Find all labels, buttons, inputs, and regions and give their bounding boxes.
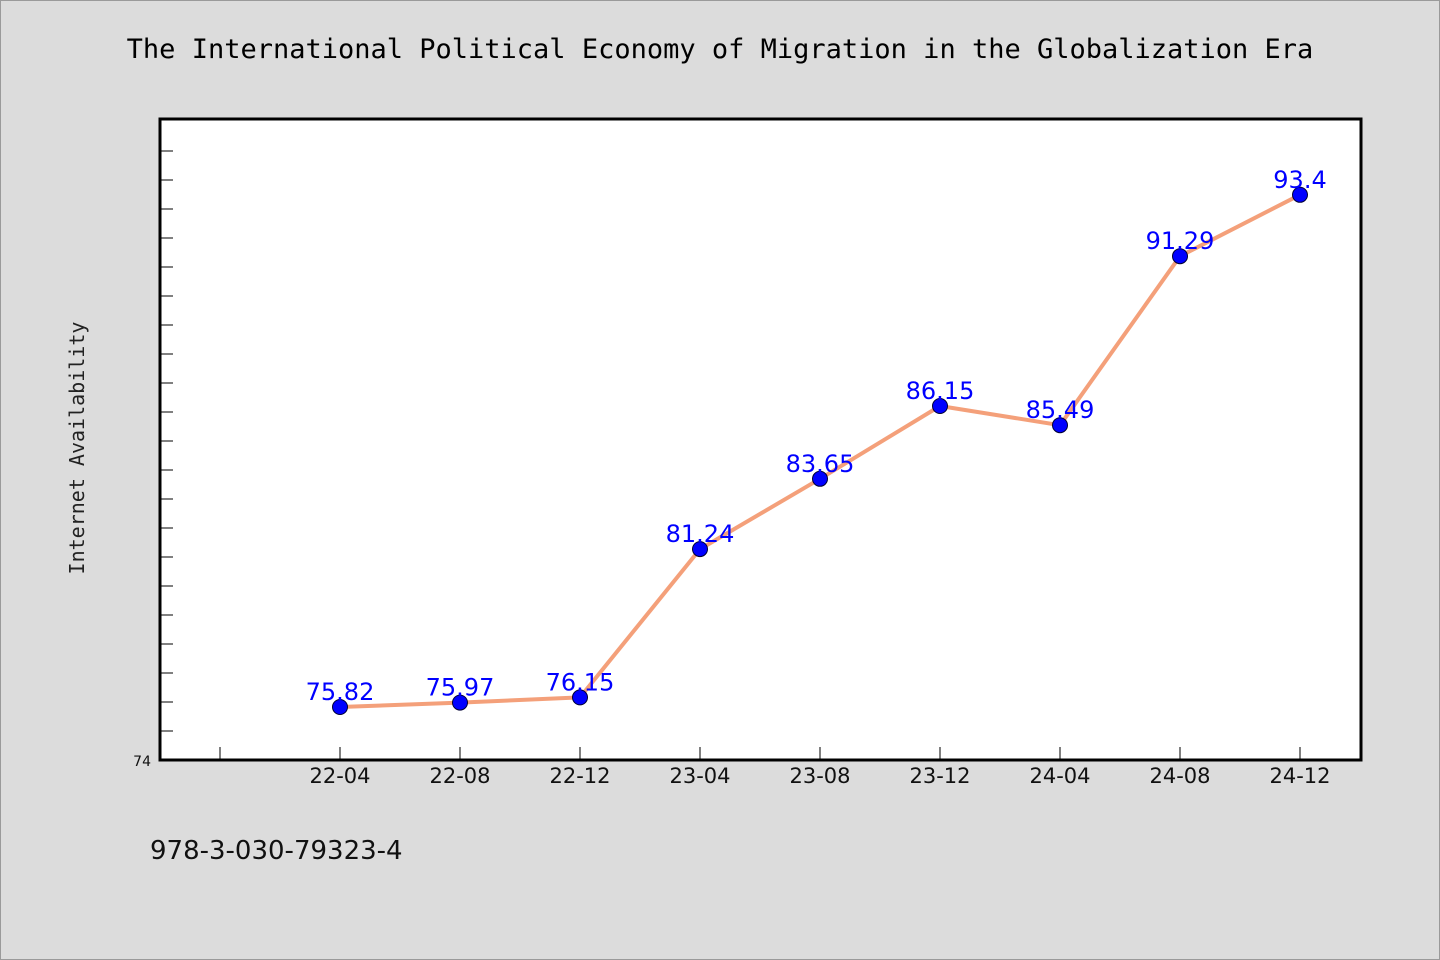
x-tick-label: 22-12 <box>549 764 610 788</box>
chart-title: The International Political Economy of M… <box>126 34 1314 65</box>
data-label: 93.4 <box>1273 166 1326 194</box>
data-labels: 75.82 75.97 76.15 81.24 83.65 86.15 85.49 91.29… <box>306 166 1327 706</box>
data-label: 86.15 <box>906 377 975 405</box>
series-markers <box>332 186 1308 715</box>
data-label: 91.29 <box>1146 227 1215 255</box>
x-tick-label: 23-04 <box>669 764 730 788</box>
x-tick-label: 22-04 <box>309 764 370 788</box>
x-tick-label: 22-08 <box>429 764 490 788</box>
data-label: 81.24 <box>666 520 735 548</box>
data-label: 76.15 <box>546 668 615 696</box>
data-point <box>812 470 828 487</box>
isbn-text: 978-3-030-79323-4 <box>150 836 403 866</box>
x-tick-label: 24-08 <box>1149 764 1210 788</box>
data-point <box>332 699 348 715</box>
data-label: 75.82 <box>306 678 375 706</box>
data-point <box>452 694 468 711</box>
x-tick-label: 24-04 <box>1029 764 1090 788</box>
x-tick-label: 23-08 <box>789 764 850 788</box>
x-tick-label: 23-12 <box>909 764 970 788</box>
plot-area <box>158 117 1363 762</box>
y-tick-label: 74 <box>133 754 151 770</box>
y-axis-ticks <box>160 150 173 761</box>
x-tick-label: 24-12 <box>1269 764 1330 788</box>
data-label: 75.97 <box>426 674 495 702</box>
data-point <box>1292 186 1308 203</box>
data-point <box>932 398 948 414</box>
data-label: 85.49 <box>1026 396 1095 424</box>
data-label: 83.65 <box>786 450 855 478</box>
x-axis-ticks: 22-04 22-08 22-12 23-04 23-08 23-12 24-04 24-08… <box>219 747 1331 788</box>
data-point <box>1172 248 1188 265</box>
data-point <box>692 541 708 558</box>
data-point <box>572 689 588 706</box>
data-point <box>1052 417 1068 434</box>
